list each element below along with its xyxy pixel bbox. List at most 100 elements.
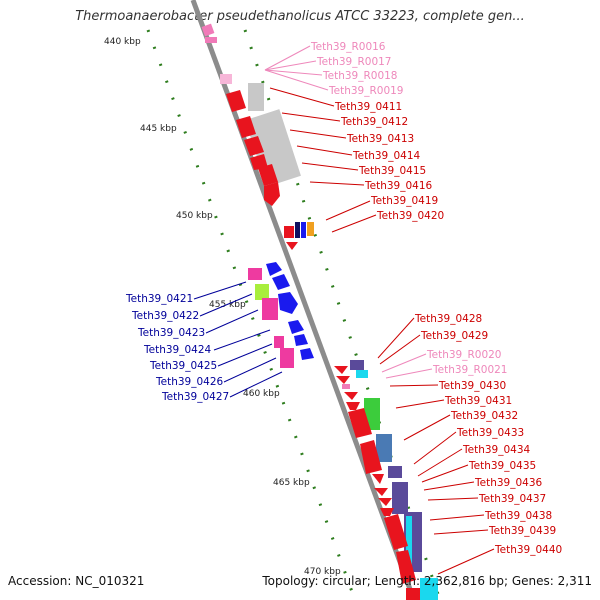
gene-features	[248, 262, 314, 368]
gene-feature[interactable]	[258, 164, 278, 186]
gene-labels-left: Teth39_0421 Teth39_0422 Teth39_0423 Teth…	[125, 293, 229, 403]
gene-feature[interactable]	[376, 434, 392, 462]
gene-feature[interactable]	[284, 226, 294, 238]
gene-feature[interactable]	[205, 37, 217, 43]
gene-feature[interactable]	[266, 262, 282, 276]
gene-label[interactable]: Teth39_0421	[125, 293, 193, 305]
gene-feature[interactable]	[360, 440, 382, 474]
kbp-tick-label: 455 kbp	[209, 300, 246, 310]
gene-feature[interactable]	[307, 222, 314, 236]
gene-label[interactable]: Teth39_0411	[334, 101, 402, 113]
gene-feature[interactable]	[262, 298, 278, 320]
gene-feature[interactable]	[294, 334, 308, 346]
gene-label[interactable]: Teth39_0422	[131, 310, 199, 322]
gene-label[interactable]: Teth39_0424	[143, 344, 212, 356]
genome-summary-text: Topology: circular; Length: 2,362,816 bp…	[262, 574, 592, 588]
gene-feature[interactable]	[274, 336, 284, 348]
gene-label[interactable]: Teth39_0414	[352, 150, 421, 162]
gene-feature[interactable]	[406, 588, 420, 600]
gene-feature[interactable]	[278, 292, 298, 314]
gene-feature[interactable]	[374, 488, 388, 496]
accession-text: Accession: NC_010321	[8, 574, 145, 588]
gene-label[interactable]: Teth39_0434	[462, 444, 531, 456]
gene-feature[interactable]	[378, 498, 392, 506]
gene-feature[interactable]	[280, 348, 294, 368]
gene-feature[interactable]	[334, 366, 348, 374]
gene-label[interactable]: Teth39_0423	[137, 327, 205, 339]
gene-feature[interactable]	[272, 274, 290, 290]
gene-label[interactable]: Teth39_0428	[414, 313, 482, 325]
gene-feature[interactable]	[406, 516, 412, 572]
gene-features	[334, 360, 438, 600]
gene-label[interactable]: Teth39_R0021	[432, 364, 508, 376]
gene-label[interactable]: Teth39_R0016	[310, 41, 386, 53]
gene-feature[interactable]	[350, 360, 364, 370]
gene-feature[interactable]	[301, 222, 306, 238]
gene-feature[interactable]	[288, 320, 304, 334]
tick-guide-left	[146, 29, 357, 600]
gene-label[interactable]: Teth39_0435	[468, 460, 536, 472]
gene-feature[interactable]	[264, 182, 280, 206]
gene-features	[201, 23, 314, 250]
gene-feature[interactable]	[236, 116, 256, 138]
gene-label[interactable]: Teth39_0412	[340, 116, 408, 128]
gene-feature[interactable]	[336, 376, 350, 384]
gene-label[interactable]: Teth39_R0017	[316, 56, 392, 68]
gene-label[interactable]: Teth39_0416	[364, 180, 433, 192]
kbp-tick-label: 440 kbp	[104, 37, 141, 47]
gene-label[interactable]: Teth39_0433	[456, 427, 524, 439]
leader-lines-left	[193, 281, 283, 398]
gene-label[interactable]: Teth39_0431	[444, 395, 512, 407]
gene-feature[interactable]	[346, 402, 360, 410]
gene-feature[interactable]	[392, 482, 408, 514]
gene-label[interactable]: Teth39_0419	[370, 195, 438, 207]
gene-label[interactable]: Teth39_R0020	[426, 349, 502, 361]
kbp-tick-label: 465 kbp	[273, 478, 310, 488]
gene-feature[interactable]	[300, 348, 314, 360]
gene-feature[interactable]	[250, 154, 268, 170]
gene-feature[interactable]	[388, 466, 402, 478]
gene-feature[interactable]	[244, 136, 264, 156]
gene-label[interactable]: Teth39_0439	[488, 525, 556, 537]
kbp-tick-label: 460 kbp	[243, 389, 280, 399]
kbp-tick-label: 470 kbp	[304, 567, 341, 577]
gene-label[interactable]: Teth39_0437	[478, 493, 546, 505]
gene-label[interactable]: Teth39_0420	[376, 210, 444, 222]
gene-label[interactable]: Teth39_0425	[149, 360, 217, 372]
gene-label[interactable]: Teth39_0438	[484, 510, 552, 522]
gene-feature[interactable]	[286, 242, 298, 250]
gene-feature[interactable]	[248, 268, 262, 280]
gene-label[interactable]: Teth39_R0019	[328, 85, 404, 97]
gene-feature[interactable]	[342, 384, 350, 389]
gene-feature[interactable]	[380, 508, 394, 516]
gene-feature[interactable]	[344, 392, 358, 400]
leader-lines-right	[264, 45, 495, 575]
gene-label[interactable]: Teth39_0427	[161, 391, 229, 403]
gene-feature[interactable]	[255, 284, 269, 300]
gene-feature[interactable]	[220, 74, 232, 84]
gene-label[interactable]: Teth39_0429	[420, 330, 488, 342]
gene-feature[interactable]	[295, 222, 300, 238]
gene-label[interactable]: Teth39_0436	[474, 477, 543, 489]
gene-feature[interactable]	[396, 550, 416, 584]
gene-label[interactable]: Teth39_0432	[450, 410, 518, 422]
gene-labels-right: Teth39_R0016 Teth39_R0017 Teth39_R0018 T…	[310, 41, 562, 556]
gene-feature[interactable]	[226, 90, 246, 112]
gene-label[interactable]: Teth39_R0018	[322, 70, 398, 82]
gene-label[interactable]: Teth39_0440	[494, 544, 562, 556]
gene-feature[interactable]	[245, 109, 301, 187]
gene-feature[interactable]	[356, 370, 368, 378]
gene-feature[interactable]	[348, 408, 372, 438]
gene-label[interactable]: Teth39_0415	[358, 165, 426, 177]
kbp-tick-label: 445 kbp	[140, 124, 177, 134]
gene-feature[interactable]	[372, 474, 384, 484]
gene-feature[interactable]	[248, 83, 264, 111]
gene-feature[interactable]	[384, 514, 408, 550]
gene-label[interactable]: Teth39_0430	[438, 380, 506, 392]
gene-feature[interactable]	[420, 578, 438, 600]
gene-label[interactable]: Teth39_0426	[155, 376, 224, 388]
gene-feature[interactable]	[201, 23, 215, 37]
gene-label[interactable]: Teth39_0413	[346, 133, 414, 145]
